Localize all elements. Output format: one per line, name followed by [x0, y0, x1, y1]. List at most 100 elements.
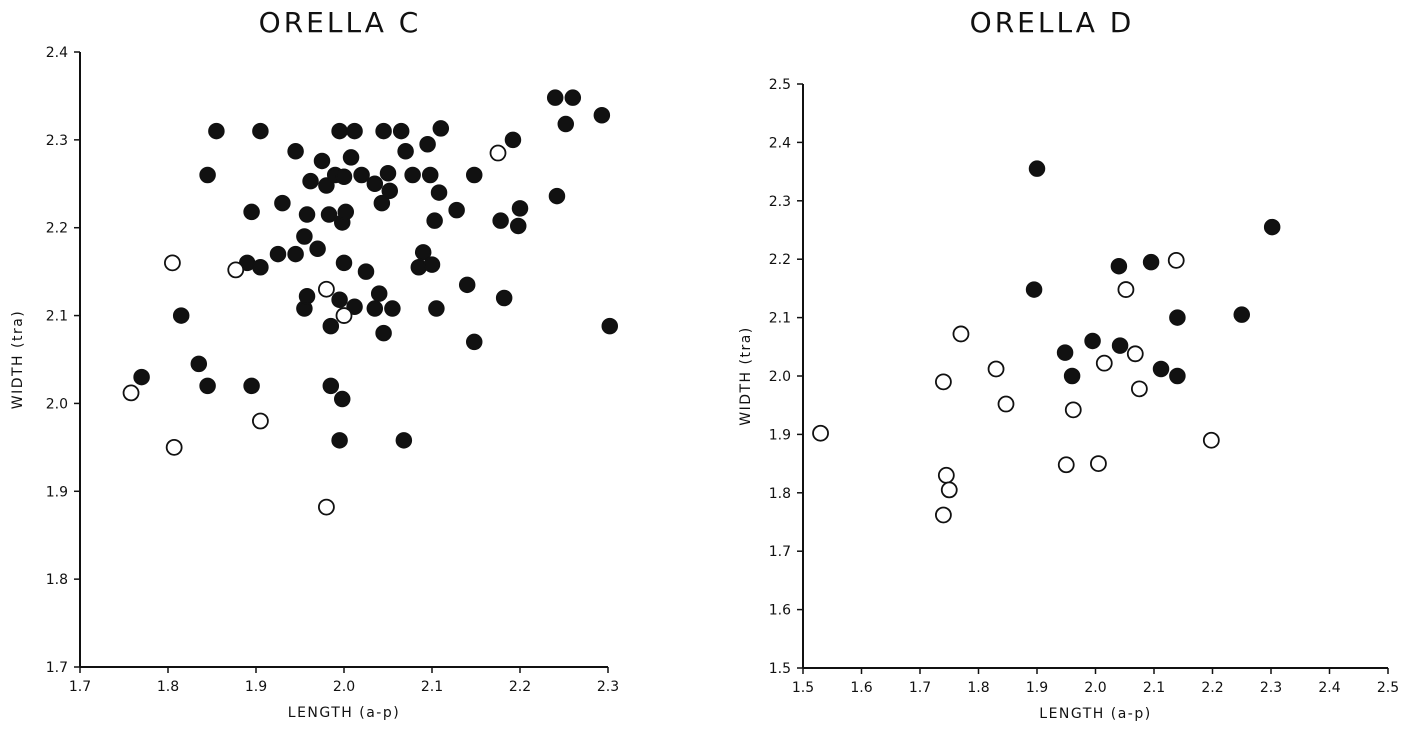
data-point-filled [208, 122, 225, 140]
data-point-filled [199, 377, 216, 395]
data-point-filled [1063, 367, 1081, 385]
scatter-plot-orella-c: 1.7 1.8 1.9 2.0 2.1 2.2 2.3 1.7 1.8 1.9 2.0 2.1 2.2 2… [10, 45, 619, 721]
data-point-open [317, 280, 335, 298]
data-point-open [1126, 345, 1144, 363]
data-point-filled [1263, 218, 1281, 236]
data-point-open [934, 373, 952, 391]
data-point-filled [465, 333, 483, 351]
data-point-filled [381, 182, 399, 200]
data-point-filled [593, 107, 611, 124]
data-point-open [940, 481, 958, 499]
x-tick-label: 2.4 [1318, 680, 1340, 696]
y-tick-label: 2.1 [46, 309, 68, 325]
data-point-filled [448, 201, 465, 219]
chart-panel-orella-d: ORELLA D 1.5 1.6 1.7 1.8 1.9 2.0 2.1 2.2 2.3 2.4 2… [700, 0, 1422, 732]
data-point-filled [458, 276, 476, 294]
x-tick-label: 1.5 [792, 680, 814, 696]
data-point-filled [357, 263, 375, 280]
data-point-open [251, 412, 269, 430]
y-tick-label: 2.3 [46, 133, 68, 149]
x-tick-label: 2.5 [1377, 680, 1399, 696]
data-point-filled [331, 432, 348, 449]
data-point-filled [287, 143, 304, 160]
data-point-filled [302, 172, 319, 190]
data-point-filled [1028, 160, 1046, 177]
y-tick-label: 1.6 [769, 603, 791, 619]
data-point-filled [1110, 257, 1128, 275]
x-axis-label: LENGTH (a-p) [1039, 706, 1151, 722]
x-tick-label: 1.6 [850, 680, 872, 696]
y-tick-label: 2.2 [769, 252, 791, 268]
x-tick-label: 1.8 [967, 680, 989, 696]
y-tick-label: 1.7 [46, 660, 68, 676]
x-tick-label: 1.8 [157, 679, 179, 695]
y-tick-label: 2.2 [46, 221, 68, 237]
data-point-filled [397, 143, 414, 160]
data-point-open [1117, 281, 1135, 298]
data-point-filled [133, 368, 150, 386]
data-point-filled [1169, 309, 1186, 326]
data-point-filled [287, 245, 304, 263]
data-point-filled [335, 168, 353, 186]
chart-title: ORELLA C [258, 6, 422, 39]
data-point-filled [419, 136, 436, 153]
data-point-filled [428, 300, 445, 317]
x-tick-label: 1.9 [245, 679, 267, 695]
data-point-filled [557, 115, 575, 133]
data-point-filled [509, 217, 527, 235]
data-point-filled [1142, 253, 1160, 271]
x-tick-label: 2.3 [597, 679, 619, 695]
data-point-open [335, 307, 353, 324]
data-point-filled [199, 166, 216, 184]
data-point-filled [379, 164, 397, 182]
chart-panel-orella-c: ORELLA C 1.7 1.8 1.9 2.0 2.1 2.2 2.3 1.7 1.8 1.9 2… [0, 0, 700, 732]
data-point-filled [346, 122, 363, 140]
data-point-filled [392, 122, 410, 140]
data-point-filled [432, 120, 450, 137]
data-point-filled [320, 206, 338, 223]
data-point-open [122, 384, 140, 402]
data-point-filled [335, 254, 353, 272]
data-point-open [1167, 251, 1185, 269]
chart-title: ORELLA D [969, 6, 1135, 39]
data-point-filled [384, 300, 401, 317]
data-point-open [1057, 456, 1075, 474]
data-point-filled [318, 177, 335, 194]
data-point-filled [465, 166, 483, 184]
x-tick-label: 1.7 [909, 680, 931, 696]
data-point-open [1202, 431, 1220, 449]
data-point-filled [346, 298, 363, 316]
data-point-filled [601, 317, 619, 335]
data-point-filled [366, 300, 384, 317]
data-point-filled [243, 377, 260, 395]
x-tick-label: 2.0 [1084, 680, 1106, 696]
data-point-filled [548, 187, 566, 205]
data-point-filled [421, 166, 439, 184]
x-tick-label: 1.9 [1026, 680, 1048, 696]
data-point-filled [564, 89, 582, 106]
data-point-filled [426, 212, 443, 229]
data-point-open [165, 438, 183, 456]
data-point-filled [375, 324, 392, 342]
data-point-open [1095, 354, 1113, 372]
data-point-open [1090, 455, 1107, 473]
data-point-filled [1111, 337, 1129, 354]
data-point-filled [366, 175, 384, 193]
data-point-filled [337, 203, 355, 221]
data-point-filled [504, 131, 522, 149]
data-point-open [489, 144, 507, 162]
data-point-open [952, 325, 970, 343]
data-point-filled [190, 355, 208, 373]
data-point-open [317, 498, 335, 516]
y-tick-label: 1.9 [769, 427, 791, 443]
data-point-filled [331, 291, 348, 309]
y-tick-label: 2.1 [769, 311, 791, 327]
data-point-open [987, 360, 1005, 378]
data-point-filled [243, 203, 260, 221]
y-tick-label: 1.8 [769, 486, 791, 502]
data-point-open [163, 254, 181, 272]
data-point-filled [309, 240, 326, 258]
y-tick-label: 2.0 [769, 369, 791, 385]
y-tick-label: 2.0 [46, 396, 68, 412]
scatter-plot-orella-d: 1.5 1.6 1.7 1.8 1.9 2.0 2.1 2.2 2.3 2.4 2.5 1.5 1.6 1… [738, 77, 1399, 722]
